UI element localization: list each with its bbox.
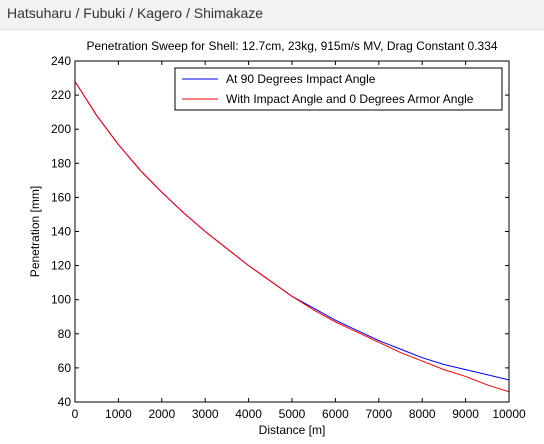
y-tick-label: 60 bbox=[58, 361, 72, 375]
page-header: Hatsuharu / Fubuki / Kagero / Shimakaze bbox=[0, 0, 544, 30]
y-tick-label: 180 bbox=[51, 156, 71, 170]
legend-label-series-2: With Impact Angle and 0 Degrees Armor An… bbox=[226, 92, 474, 106]
y-tick-label: 40 bbox=[58, 395, 72, 409]
y-tick-label: 80 bbox=[58, 327, 72, 341]
x-axis-label: Distance [m] bbox=[259, 423, 326, 437]
series-line-2 bbox=[74, 81, 510, 393]
y-axis-label: Penetration [mm] bbox=[28, 186, 42, 277]
legend: At 90 Degrees Impact Angle With Impact A… bbox=[174, 67, 503, 111]
y-tick-label: 120 bbox=[51, 259, 71, 273]
x-tick-label: 3000 bbox=[192, 407, 219, 421]
penetration-chart: Penetration Sweep for Shell: 12.7cm, 23k… bbox=[28, 39, 526, 437]
plot-frame bbox=[74, 60, 510, 403]
y-tick-label: 240 bbox=[51, 54, 71, 68]
x-tick-label: 7000 bbox=[365, 407, 392, 421]
legend-label-series-1: At 90 Degrees Impact Angle bbox=[226, 72, 376, 86]
x-tick-label: 10000 bbox=[492, 407, 526, 421]
x-tick-label: 4000 bbox=[235, 407, 262, 421]
x-tick-label: 9000 bbox=[452, 407, 479, 421]
series-layer bbox=[74, 81, 510, 393]
chart-title: Penetration Sweep for Shell: 12.7cm, 23k… bbox=[86, 39, 497, 53]
page-title: Hatsuharu / Fubuki / Kagero / Shimakaze bbox=[7, 5, 264, 21]
plot-area bbox=[75, 61, 509, 402]
x-tick-label: 8000 bbox=[409, 407, 436, 421]
y-tick-label: 160 bbox=[51, 190, 71, 204]
chart-figure: Penetration Sweep for Shell: 12.7cm, 23k… bbox=[0, 30, 544, 444]
x-tick-label: 6000 bbox=[322, 407, 349, 421]
y-tick-label: 220 bbox=[51, 88, 71, 102]
legend-box bbox=[174, 67, 503, 111]
y-tick-label: 200 bbox=[51, 122, 71, 136]
y-tick-label: 100 bbox=[51, 293, 71, 307]
x-tick-label: 5000 bbox=[279, 407, 306, 421]
x-tick-label: 1000 bbox=[105, 407, 132, 421]
x-tick-label: 2000 bbox=[148, 407, 175, 421]
x-tick-label: 0 bbox=[72, 407, 79, 421]
tick-layer: 0 1000 2000 3000 4000 5000 6000 7000 8000 9000 100… bbox=[51, 54, 526, 421]
y-tick-label: 140 bbox=[51, 225, 71, 239]
